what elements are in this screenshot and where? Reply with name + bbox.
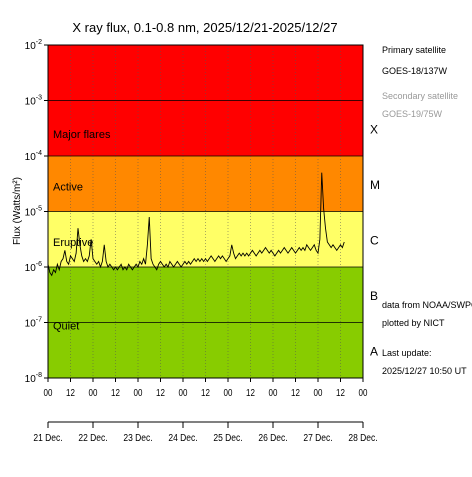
y-tick-label: 10-2 [25,39,42,52]
chart-title: X ray flux, 0.1-0.8 nm, 2025/12/21-2025/… [72,20,337,35]
band-label-1: Eruptive [53,237,93,249]
x-hour-label: 00 [44,387,53,398]
plotted-by-line: plotted by NICT [382,318,445,328]
flare-class-a: A [370,344,378,358]
x-day-label: 24 Dec. [168,432,197,443]
y-tick-label: 10-8 [25,372,42,385]
flare-class-c: C [370,233,379,247]
band-eruptive [48,211,363,267]
band-labels: Quiet Eruptive Active Major flares [53,129,111,332]
band-label-0: Quiet [53,320,79,332]
series-line-0 [47,172,345,277]
flare-class-b: B [370,289,378,303]
x-day-label: 23 Dec. [123,432,152,443]
primary-satellite-label: Primary satellite [382,45,446,55]
x-hour-label: 00 [269,387,278,398]
data-source-line: data from NOAA/SWPC [382,300,472,310]
x-hour-label: 12 [336,387,345,398]
y-axis-label: Flux (Watts/m²) [12,177,23,245]
x-hour-label: 12 [291,387,300,398]
x-day-label: 27 Dec. [303,432,332,443]
y-tick-label: 10-6 [25,261,42,274]
flare-class-m: M [370,178,380,192]
band-label-3: Major flares [53,129,111,141]
x-hour-label: 00 [359,387,368,398]
primary-satellite-name: GOES-18/137W [382,66,448,76]
x-hour-label: 00 [314,387,323,398]
x-hour-label: 12 [246,387,255,398]
secondary-satellite-label: Secondary satellite [382,91,458,101]
x-hour-label: 00 [89,387,98,398]
flare-class-x: X [370,122,378,136]
last-update-label: Last update: [382,348,432,358]
y-tick-label: 10-5 [25,206,42,219]
y-tick-label: 10-3 [25,95,42,108]
secondary-satellite-name: GOES-19/75W [382,109,443,119]
x-day-label: 26 Dec. [258,432,287,443]
x-hour-label: 12 [156,387,165,398]
x-day-label: 25 Dec. [213,432,242,443]
x-hour-label: 12 [66,387,75,398]
x-hour-label: 00 [134,387,143,398]
x-hour-label: 00 [179,387,188,398]
x-day-label: 28 Dec. [348,432,377,443]
y-axis-ticks: 10-8 10-7 10-6 10-5 10-4 10-3 10-2 [25,39,48,385]
x-hour-label: 12 [111,387,120,398]
x-hour-label: 00 [224,387,233,398]
x-day-label: 21 Dec. [33,432,62,443]
flare-class-labels: A B C M X [370,122,380,358]
side-panel: Primary satellite GOES-18/137W Secondary… [382,45,472,376]
y-tick-label: 10-7 [25,317,42,330]
flux-series [47,172,345,277]
last-update-value: 2025/12/27 10:50 UT [382,366,467,376]
x-hour-label: 12 [201,387,210,398]
x-axis-ticks: 00 12 00 12 00 12 00 12 00 12 00 12 00 12 00 21 Dec. 22 … [33,378,378,443]
y-tick-label: 10-4 [25,150,42,163]
x-day-label: 22 Dec. [78,432,107,443]
band-label-2: Active [53,182,83,194]
